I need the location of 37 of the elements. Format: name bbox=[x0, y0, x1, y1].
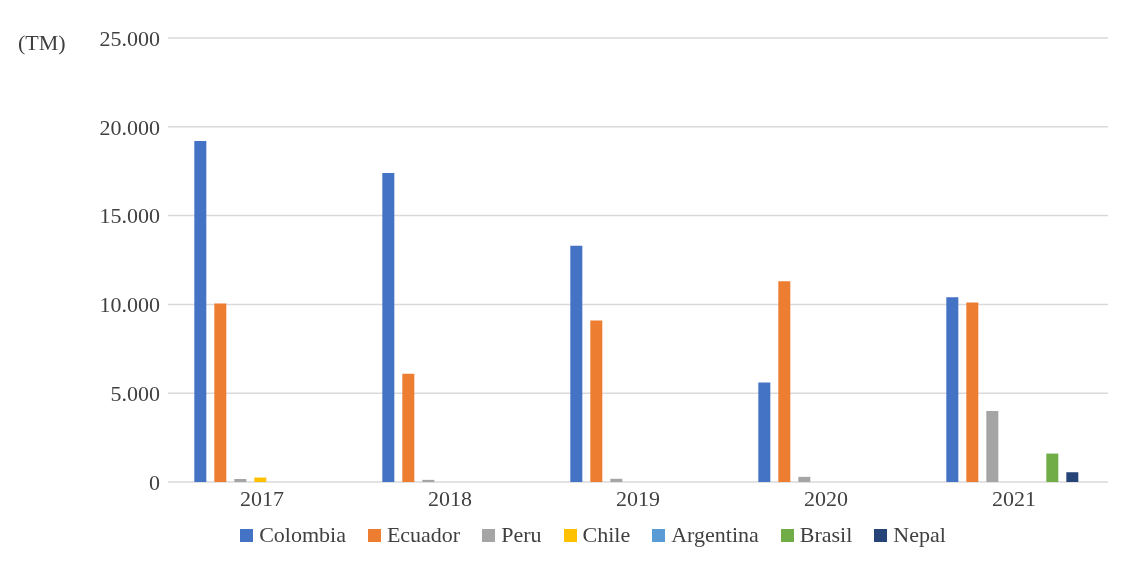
bar bbox=[798, 476, 811, 482]
bar bbox=[610, 478, 623, 482]
legend-label: Brasil bbox=[799, 522, 853, 548]
bar bbox=[966, 302, 979, 482]
bar bbox=[758, 382, 771, 482]
legend-label: Colombia bbox=[259, 522, 346, 548]
y-tick-label: 0 bbox=[149, 469, 160, 495]
x-tick-label: 2019 bbox=[616, 485, 660, 511]
bar bbox=[946, 297, 959, 482]
bar bbox=[1046, 453, 1059, 482]
y-axis-title: (TM) bbox=[18, 30, 66, 56]
x-tick-label: 2018 bbox=[428, 485, 472, 511]
bar bbox=[570, 245, 583, 482]
bar bbox=[234, 478, 247, 482]
y-tick-label: 25.000 bbox=[99, 25, 160, 51]
legend-label: Peru bbox=[501, 522, 542, 548]
x-tick-label: 2017 bbox=[240, 485, 284, 511]
bar bbox=[422, 479, 435, 482]
bar bbox=[382, 172, 395, 482]
y-tick-label: 20.000 bbox=[99, 114, 160, 140]
legend-label: Nepal bbox=[893, 522, 946, 548]
legend-label: Argentina bbox=[671, 522, 759, 548]
bar bbox=[1066, 472, 1079, 482]
bar bbox=[214, 303, 227, 482]
bar bbox=[194, 141, 207, 482]
x-tick-label: 2021 bbox=[992, 485, 1036, 511]
bar bbox=[986, 410, 999, 482]
x-tick-label: 2020 bbox=[804, 485, 848, 511]
legend-label: Ecuador bbox=[386, 522, 461, 548]
bar bbox=[778, 281, 791, 482]
bar bbox=[402, 373, 415, 482]
y-tick-label: 5.000 bbox=[110, 381, 160, 407]
y-tick-label: 10.000 bbox=[99, 292, 160, 318]
bar bbox=[254, 477, 267, 482]
legend-label: Chile bbox=[582, 522, 631, 548]
bar bbox=[590, 320, 603, 482]
y-tick-label: 15.000 bbox=[99, 203, 160, 229]
